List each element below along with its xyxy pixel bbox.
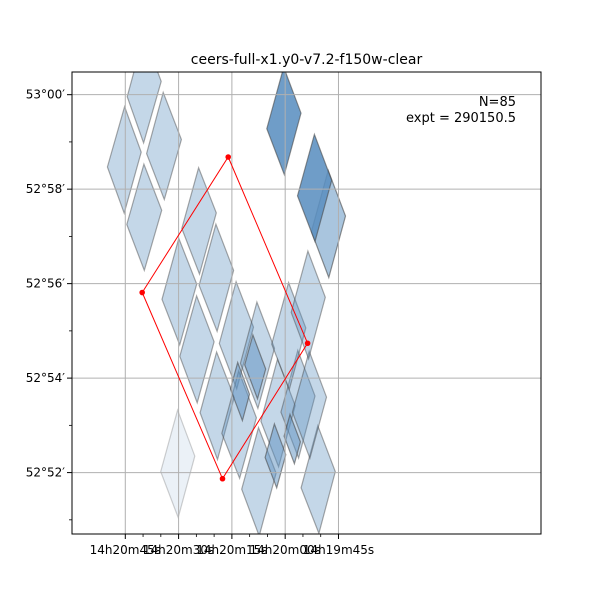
footprint-21 <box>296 132 333 244</box>
footprint-24 <box>244 333 267 401</box>
series-point-4 <box>219 475 226 482</box>
series-point-1 <box>139 289 145 296</box>
footprint-22 <box>266 72 302 177</box>
y-tick-label-2: 52°58′ <box>26 182 66 196</box>
footprint-26 <box>283 412 302 466</box>
footprint-19 <box>290 249 326 361</box>
y-tick-label-1: 53°00′ <box>26 88 66 102</box>
x-tick-label-1: 14h20m45s <box>90 543 161 557</box>
plot-frame <box>71 71 542 535</box>
x-tick-label-5: 14h19m45s <box>303 543 374 557</box>
footprint-4 <box>145 90 183 202</box>
series-layer <box>139 154 311 482</box>
footprints-layer <box>106 72 347 534</box>
x-tick-label-2: 14h20m30s <box>143 543 214 557</box>
y-tick-label-5: 52°52′ <box>26 466 66 480</box>
x-axis: 14h20m45s14h20m30s14h20m15s14h20m00s14h1… <box>90 534 374 557</box>
footprint-16 <box>300 423 336 534</box>
grid-layer <box>72 72 541 534</box>
footprint-6 <box>181 165 217 277</box>
footprint-7 <box>179 293 215 405</box>
footprint-8 <box>198 222 235 334</box>
footprint-23 <box>229 360 251 423</box>
footprint-27 <box>160 408 196 520</box>
chart-title: ceers-full-x1.y0-v7.2-f150w-clear <box>191 52 423 68</box>
series-point-3 <box>304 340 311 347</box>
footprint-25 <box>264 422 287 490</box>
footprint-1 <box>106 104 142 216</box>
x-tick-label-4: 14h20m00s <box>250 543 321 557</box>
series-point-2 <box>225 154 232 160</box>
footprint-2 <box>126 72 162 145</box>
y-axis: 53°00′ 52°58′ 52°56′ 52°54′ 52°52′ <box>26 88 72 521</box>
footprint-10 <box>218 279 255 391</box>
x-tick-label-3: 14h20m15s <box>196 543 267 557</box>
footprint-3 <box>126 162 163 273</box>
annotation-expt: expt = 290150.5 <box>406 111 516 126</box>
footprint-17 <box>271 280 307 392</box>
annotation-n: N=85 <box>479 95 516 110</box>
y-tick-label-4: 52°54′ <box>26 371 66 385</box>
y-tick-label-3: 52°56′ <box>26 277 66 291</box>
